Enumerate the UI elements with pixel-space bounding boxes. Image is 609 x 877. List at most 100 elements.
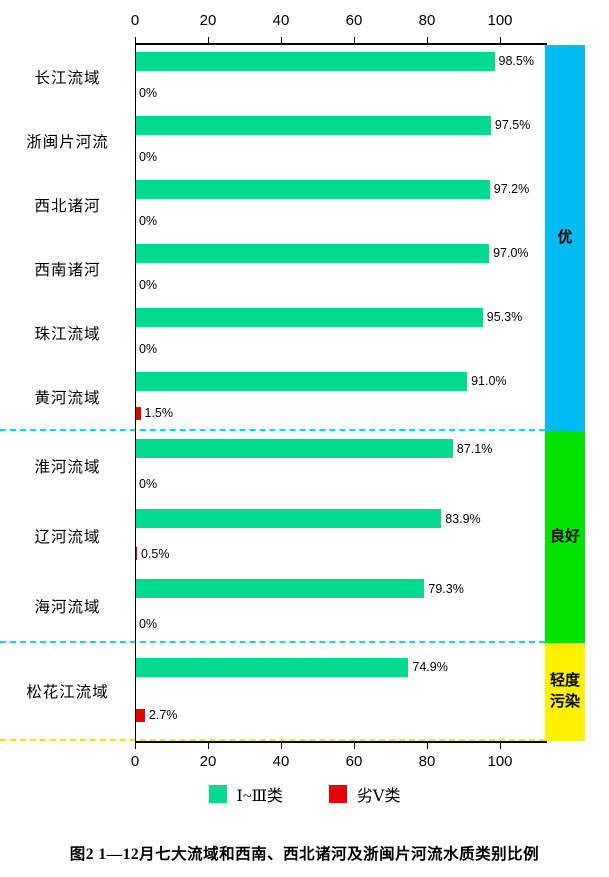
band-good-label: 良好 [545,431,585,643]
polluted-water-bar [135,547,137,560]
clean-water-bar-line: 74.9% [135,643,545,691]
band-light-pollution-label: 轻度污染 [545,643,585,741]
bar-area: 79.3% 0% [135,571,545,641]
polluted-water-bar-line: 0% [135,77,545,109]
axis-tick-label: 80 [418,753,436,770]
axis-tick-mark [427,37,428,43]
legend-label-polluted: 劣Ⅴ类 [356,788,401,805]
bar-area: 97.2% 0% [135,173,545,237]
polluted-water-bar [135,406,141,420]
clean-water-bar [135,657,409,677]
bar-area: 97.0% 0% [135,237,545,301]
polluted-water-percentage: 0% [139,616,158,631]
axis-tick-label: 20 [199,753,217,770]
axis-tick-label: 20 [199,12,217,29]
bar-area: 97.5% 0% [135,109,545,173]
axis-tick-mark [354,743,355,749]
polluted-water-percentage: 0% [139,86,158,100]
clean-water-bar [135,509,442,528]
clean-water-bar-line: 83.9% [135,501,545,536]
polluted-water-percentage: 0% [139,476,158,491]
polluted-water-swatch-icon [328,785,347,803]
axis-tick-label: 60 [345,753,363,770]
polluted-water-percentage: 0% [139,342,158,356]
basin-row: 黄河流域 91.0% 1.5% [0,365,545,429]
clean-water-bar-line: 95.3% [135,301,545,333]
clean-water-percentage: 83.9% [445,511,481,526]
top-axis: 0 20 40 60 80 100 [0,0,609,45]
bar-area: 91.0% 1.5% [135,365,545,429]
basin-label: 珠江流域 [34,326,101,343]
axis-tick-label: 100 [487,753,513,770]
basin-row: 辽河流域 83.9% 0.5% [0,501,545,571]
chart-body: 长江流域 98.5% 0% 浙闽片河流 97.5% 0% 西北诸河 [0,45,609,741]
basin-label: 辽河流域 [34,529,101,546]
basin-label: 淮河流域 [34,459,101,476]
clean-water-percentage: 97.0% [493,246,529,260]
clean-water-swatch-icon [208,785,227,803]
quality-band-column: 优 良好 轻度污染 [545,45,585,741]
clean-water-bar-line: 87.1% [135,431,545,466]
axis-tick-mark [354,37,355,43]
clean-water-bar-line: 97.2% [135,173,545,205]
polluted-water-bar-line: 0.5% [135,536,545,571]
basin-row: 西北诸河 97.2% 0% [0,173,545,237]
group-excellent: 长江流域 98.5% 0% 浙闽片河流 97.5% 0% 西北诸河 [0,45,545,431]
clean-water-bar-line: 91.0% [135,365,545,397]
legend-item-clean: Ⅰ~Ⅲ类 [208,782,283,806]
basin-label: 黄河流域 [34,390,101,407]
basin-label: 西北诸河 [34,198,101,215]
polluted-water-bar-line: 0% [135,141,545,173]
axis-tick-label: 100 [487,12,513,29]
group-good: 淮河流域 87.1% 0% 辽河流域 83.9% 0.5% 海河流域 [0,431,545,643]
axis-tick-label: 80 [418,12,436,29]
axis-tick-mark [208,743,209,749]
legend-label-clean: Ⅰ~Ⅲ类 [236,788,283,805]
clean-water-percentage: 74.9% [412,660,448,674]
axis-tick-label: 0 [130,12,140,29]
basin-label: 浙闽片河流 [26,134,109,151]
polluted-water-percentage: 2.7% [148,708,178,722]
axis-tick-mark [281,743,282,749]
axis-tick-label: 40 [272,753,290,770]
polluted-water-bar-line: 0% [135,333,545,365]
polluted-water-percentage: 0% [139,278,158,292]
axis-tick-label: 40 [272,12,290,29]
clean-water-bar [135,307,483,327]
clean-water-percentage: 91.0% [471,374,507,388]
axis-tick-mark [208,37,209,43]
basin-label: 海河流域 [34,599,101,616]
bottom-axis-line [135,741,547,743]
clean-water-bar [135,179,490,199]
basin-row: 西南诸河 97.0% 0% [0,237,545,301]
axis-tick-mark [135,37,136,43]
group-light-pollution: 松花江流域 74.9% 2.7% [0,643,545,741]
basin-row: 珠江流域 95.3% 0% [0,301,545,365]
basin-row: 浙闽片河流 97.5% 0% [0,109,545,173]
chart-rows: 长江流域 98.5% 0% 浙闽片河流 97.5% 0% 西北诸河 [0,45,545,741]
polluted-water-bar-line: 0% [135,269,545,301]
clean-water-bar [135,51,495,71]
bar-area: 74.9% 2.7% [135,643,545,739]
top-axis-line [135,43,547,45]
bar-area: 95.3% 0% [135,301,545,365]
clean-water-percentage: 87.1% [456,441,493,456]
basin-label: 西南诸河 [34,262,101,279]
polluted-water-percentage: 0% [139,214,158,228]
axis-tick-mark [135,743,136,749]
clean-water-bar-line: 97.0% [135,237,545,269]
clean-water-percentage: 97.2% [493,182,530,196]
clean-water-bar-line: 97.5% [135,109,545,141]
axis-tick-mark [281,37,282,43]
clean-water-percentage: 95.3% [486,310,523,324]
basin-row: 长江流域 98.5% 0% [0,45,545,109]
clean-water-percentage: 79.3% [428,581,464,596]
polluted-water-bar [135,708,145,722]
axis-tick-mark [500,743,501,749]
polluted-water-bar-line: 2.7% [135,691,545,739]
clean-water-percentage: 97.5% [494,118,531,132]
bar-area: 98.5% 0% [135,45,545,109]
clean-water-percentage: 98.5% [498,54,534,68]
bottom-axis: 0 20 40 60 80 100 [0,741,609,783]
